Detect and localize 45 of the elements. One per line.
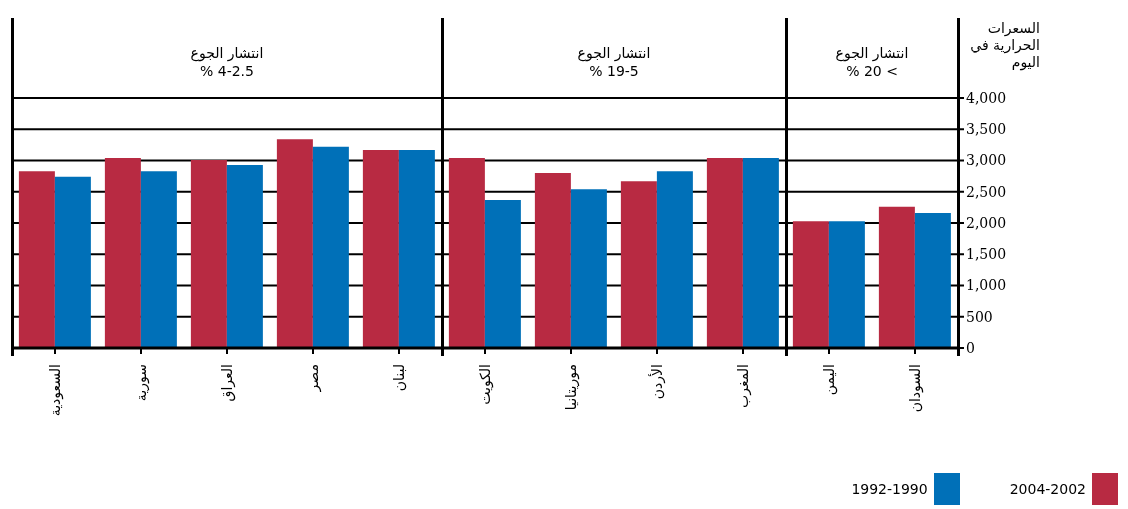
bar: [226, 164, 263, 348]
bar: [448, 158, 485, 348]
x-tick-label: الكويت: [477, 364, 494, 405]
y-tick-label: 1,500: [966, 246, 1007, 263]
bar: [742, 158, 779, 348]
x-tick-label: اليمن: [821, 364, 838, 396]
x-tick-label: العراق: [219, 364, 236, 402]
legend-label: 1992-1990: [851, 481, 928, 497]
bar: [914, 213, 951, 348]
x-tick-label: لبنان: [391, 364, 407, 392]
x-tick-label: مصر: [305, 364, 322, 393]
bar: [620, 181, 657, 348]
bar: [656, 171, 693, 348]
x-tick-label: موريتانيا: [563, 364, 580, 411]
bar: [54, 176, 91, 348]
y-tick-label: 0: [966, 339, 975, 356]
y-tick-label: 4,000: [966, 89, 1007, 106]
bar: [878, 206, 915, 348]
bar: [276, 139, 313, 348]
bar: [570, 189, 607, 348]
bar: [312, 146, 349, 348]
bar: [18, 171, 55, 348]
bar: [828, 221, 865, 348]
x-tick-label: السودان: [907, 364, 924, 413]
bar: [104, 158, 141, 348]
x-tick-label: الأردن: [648, 364, 666, 400]
y-tick-label: 500: [966, 308, 993, 325]
y-axis-title: السعرات الحرارية في اليوم: [970, 20, 1040, 71]
y-tick-label: 3,000: [966, 152, 1007, 169]
y-tick-label: 2,000: [966, 214, 1007, 231]
x-tick-label: السعودية: [47, 364, 64, 417]
y-tick-label: 1,000: [966, 277, 1007, 294]
y-tick-label: 2,500: [966, 183, 1007, 200]
bar: [398, 149, 435, 348]
bar: [706, 158, 743, 348]
bar: [362, 149, 399, 348]
legend-label: 2004-2002: [1009, 481, 1086, 497]
bar: [534, 173, 571, 348]
bar: [484, 199, 521, 348]
bar: [140, 171, 177, 348]
x-tick-label: سورية: [133, 364, 150, 402]
x-tick-label: المغرب: [735, 364, 752, 408]
bar: [190, 159, 227, 348]
y-tick-label: 3,500: [966, 121, 1007, 138]
bar: [792, 221, 829, 348]
